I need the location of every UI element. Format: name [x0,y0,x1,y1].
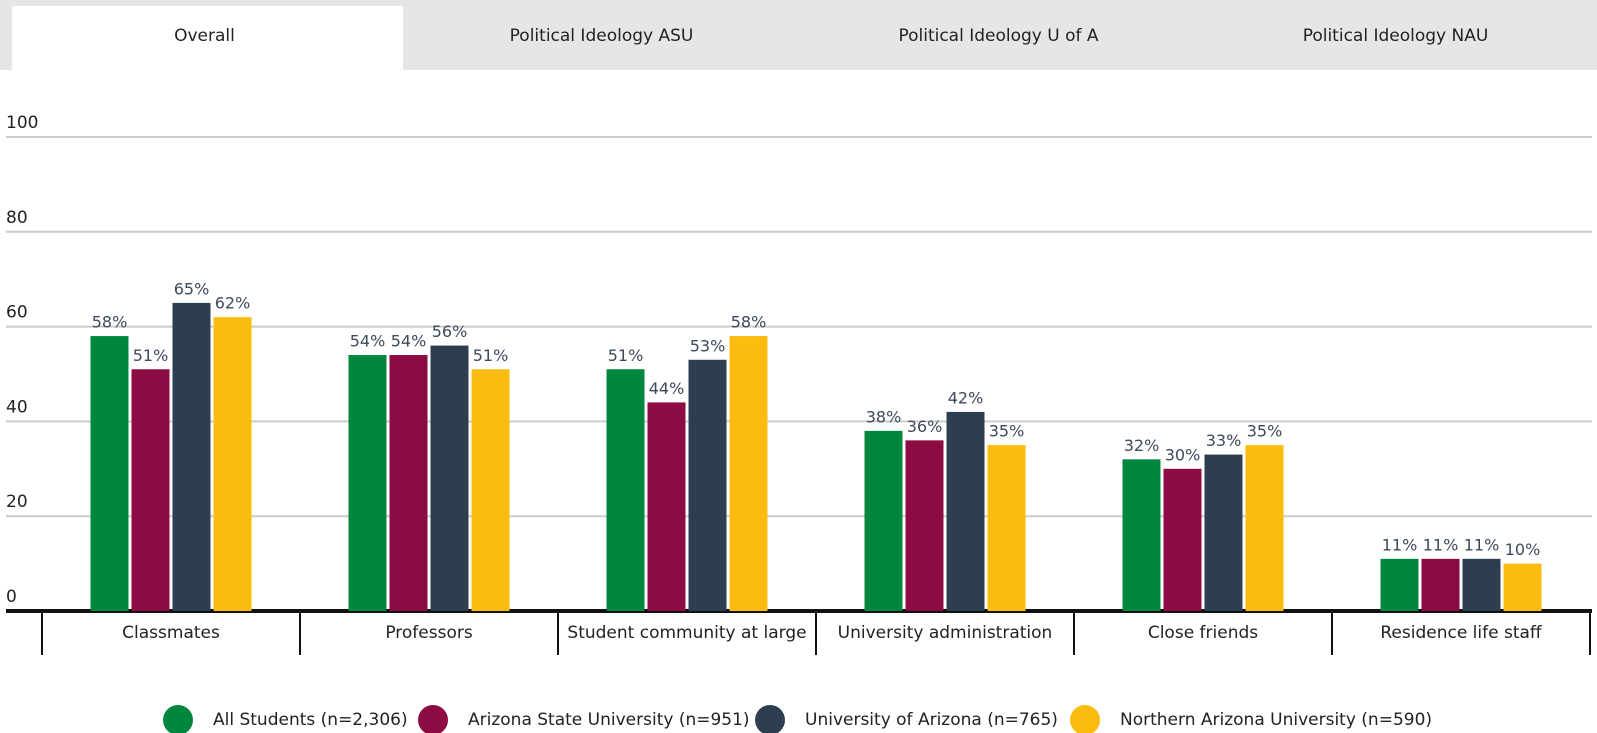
legend-swatch [418,705,448,733]
value-label: 51% [473,346,509,365]
value-label: 53% [690,336,726,355]
bar [348,355,387,611]
x-tick-label: Professors [385,623,473,643]
legend-swatch [163,705,193,733]
legend-label: University of Arizona (n=765) [805,710,1058,730]
legend-label: Northern Arizona University (n=590) [1120,710,1432,730]
bar [471,369,510,611]
bar [1462,558,1501,611]
y-tick-label: 0 [6,587,17,607]
value-label: 62% [215,294,251,313]
legend-swatch [1070,705,1100,733]
value-label: 35% [1247,422,1283,441]
y-tick-label: 60 [6,303,28,323]
value-label: 11% [1464,535,1500,554]
bar [172,302,211,611]
value-label: 38% [866,407,902,426]
value-label: 65% [174,279,210,298]
y-tick-label: 20 [6,492,28,512]
value-label: 36% [907,417,943,436]
bar [864,430,903,611]
x-tick-label: Student community at large [567,623,806,643]
tab[interactable] [12,6,403,70]
tab-label[interactable]: Political Ideology ASU [510,26,694,46]
legend-swatch [755,705,785,733]
value-label: 56% [432,322,468,341]
value-label: 54% [350,332,386,351]
y-tick-label: 40 [6,397,28,417]
value-label: 10% [1505,540,1541,559]
bar [389,355,428,611]
value-label: 11% [1382,535,1418,554]
bar [131,369,170,611]
tab-label[interactable]: Political Ideology NAU [1303,26,1489,46]
bar [1503,563,1542,611]
value-label: 58% [731,313,767,332]
value-label: 58% [92,313,128,332]
bar [729,336,768,611]
bar [1421,558,1460,611]
value-label: 42% [948,388,984,407]
bar [1380,558,1419,611]
x-tick-label: Classmates [122,623,220,643]
y-tick-label: 100 [6,113,38,133]
value-label: 51% [608,346,644,365]
bar [1204,454,1243,611]
bar [430,345,469,611]
value-label: 30% [1165,445,1201,464]
bar [987,445,1026,611]
value-label: 11% [1423,535,1459,554]
bar [90,336,129,611]
tab[interactable] [800,0,1191,70]
bar [905,440,944,611]
bar [606,369,645,611]
value-label: 35% [989,422,1025,441]
y-tick-label: 80 [6,208,28,228]
bar [946,411,985,611]
tab-label[interactable]: Overall [174,26,235,46]
x-tick-label: Close friends [1148,623,1258,643]
value-label: 33% [1206,431,1242,450]
x-tick-label: Residence life staff [1380,623,1543,643]
value-label: 44% [649,379,685,398]
bar [1245,445,1284,611]
tab-label[interactable]: Political Ideology U of A [898,26,1098,46]
x-tick-label: University administration [838,623,1053,643]
bar [647,402,686,611]
tab[interactable] [403,0,794,70]
value-label: 51% [133,346,169,365]
bar [213,317,252,611]
bar [1122,459,1161,611]
legend-label: All Students (n=2,306) [213,710,408,730]
bar [688,359,727,611]
value-label: 54% [391,332,427,351]
value-label: 32% [1124,436,1160,455]
legend-label: Arizona State University (n=951) [468,710,750,730]
bar [1163,468,1202,611]
tab[interactable] [1197,0,1588,70]
